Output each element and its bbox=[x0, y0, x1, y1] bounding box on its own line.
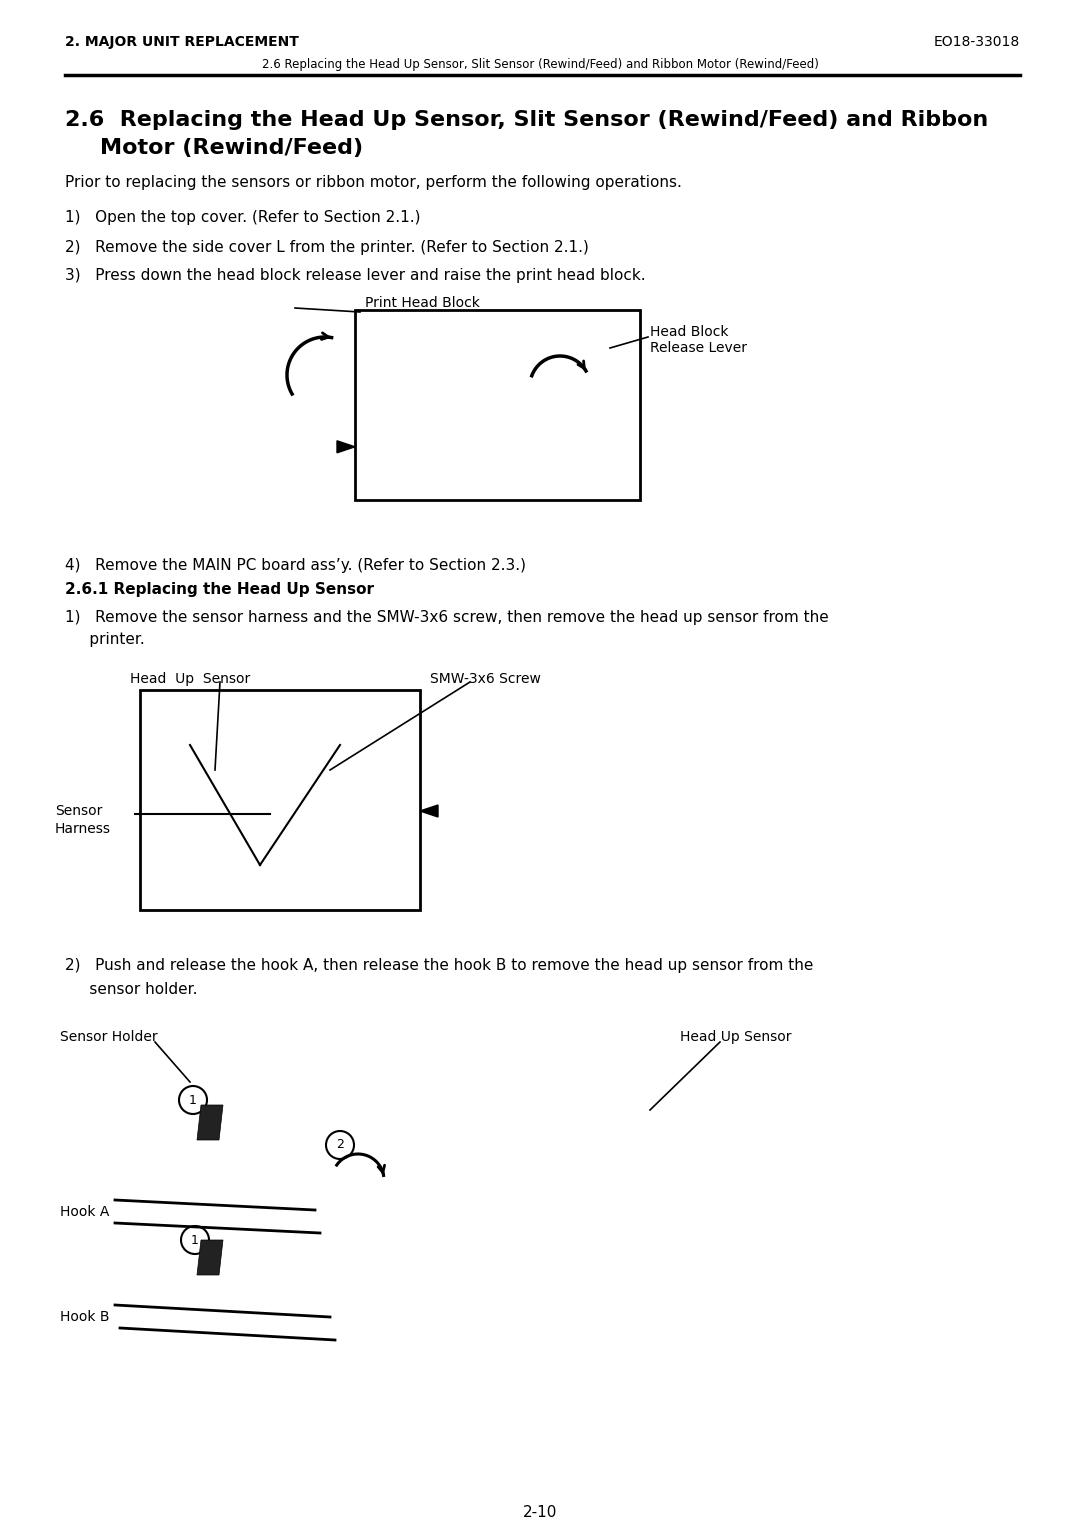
Text: Hook B: Hook B bbox=[60, 1309, 109, 1323]
Polygon shape bbox=[197, 1241, 222, 1274]
Text: sensor holder.: sensor holder. bbox=[65, 983, 198, 996]
Polygon shape bbox=[197, 1105, 222, 1140]
Text: 2.6 Replacing the Head Up Sensor, Slit Sensor (Rewind/Feed) and Ribbon Motor (Re: 2.6 Replacing the Head Up Sensor, Slit S… bbox=[261, 58, 819, 70]
Text: Head Block
Release Lever: Head Block Release Lever bbox=[650, 325, 747, 354]
Text: 1)   Open the top cover. (Refer to Section 2.1.): 1) Open the top cover. (Refer to Section… bbox=[65, 209, 420, 225]
Text: Sensor: Sensor bbox=[55, 804, 103, 819]
Text: EO18-33018: EO18-33018 bbox=[934, 35, 1020, 49]
Text: Harness: Harness bbox=[55, 822, 111, 836]
Text: 2)   Remove the side cover L from the printer. (Refer to Section 2.1.): 2) Remove the side cover L from the prin… bbox=[65, 240, 589, 255]
Text: 2: 2 bbox=[336, 1138, 343, 1152]
Text: Print Head Block: Print Head Block bbox=[365, 296, 480, 310]
Text: 2. MAJOR UNIT REPLACEMENT: 2. MAJOR UNIT REPLACEMENT bbox=[65, 35, 299, 49]
Text: 1: 1 bbox=[189, 1094, 197, 1106]
Text: 4)   Remove the MAIN PC board ass’y. (Refer to Section 2.3.): 4) Remove the MAIN PC board ass’y. (Refe… bbox=[65, 558, 526, 573]
Text: 2-10: 2-10 bbox=[523, 1505, 557, 1520]
Text: SMW-3x6 Screw: SMW-3x6 Screw bbox=[430, 672, 541, 686]
Text: 2)   Push and release the hook A, then release the hook B to remove the head up : 2) Push and release the hook A, then rel… bbox=[65, 958, 813, 973]
Text: Head  Up  Sensor: Head Up Sensor bbox=[130, 672, 251, 686]
Text: printer.: printer. bbox=[65, 633, 145, 646]
Bar bbox=[355, 310, 640, 500]
Text: 1)   Remove the sensor harness and the SMW-3x6 screw, then remove the head up se: 1) Remove the sensor harness and the SMW… bbox=[65, 610, 828, 625]
Text: Hook A: Hook A bbox=[60, 1206, 109, 1219]
Polygon shape bbox=[420, 805, 438, 817]
Text: 1: 1 bbox=[191, 1233, 199, 1247]
Text: Sensor Holder: Sensor Holder bbox=[60, 1030, 158, 1044]
Text: 2.6  Replacing the Head Up Sensor, Slit Sensor (Rewind/Feed) and Ribbon: 2.6 Replacing the Head Up Sensor, Slit S… bbox=[65, 110, 988, 130]
Text: Head Up Sensor: Head Up Sensor bbox=[680, 1030, 792, 1044]
Text: Motor (Rewind/Feed): Motor (Rewind/Feed) bbox=[100, 138, 363, 157]
Text: Prior to replacing the sensors or ribbon motor, perform the following operations: Prior to replacing the sensors or ribbon… bbox=[65, 176, 681, 189]
Polygon shape bbox=[337, 440, 355, 452]
Text: 2.6.1 Replacing the Head Up Sensor: 2.6.1 Replacing the Head Up Sensor bbox=[65, 582, 374, 597]
Text: 3)   Press down the head block release lever and raise the print head block.: 3) Press down the head block release lev… bbox=[65, 267, 646, 283]
Bar bbox=[140, 691, 420, 911]
